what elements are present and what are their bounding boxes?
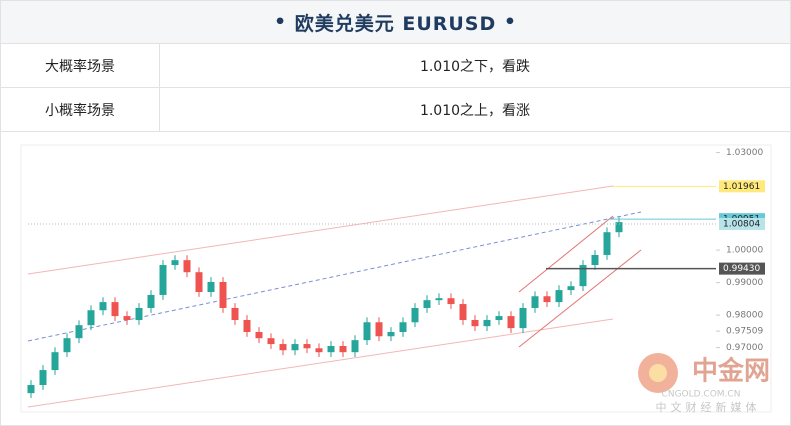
candle-body xyxy=(555,290,563,303)
candle-body xyxy=(591,254,599,266)
candle-body xyxy=(27,385,35,394)
candle-body xyxy=(531,296,539,308)
candle-body xyxy=(363,322,371,341)
logo xyxy=(649,364,667,382)
y-tick-label: 0.97509 xyxy=(726,327,763,337)
watermark-domain: CNGOLD.COM.CN xyxy=(662,390,741,400)
title: 欧美兑美元 EURUSD xyxy=(294,12,497,35)
candle-body xyxy=(507,316,515,329)
channel-line xyxy=(27,318,614,408)
y-tick-label: 0.99000 xyxy=(726,278,763,288)
candle-body xyxy=(303,344,311,349)
candle-body xyxy=(171,260,179,266)
level-tag xyxy=(719,180,765,193)
candle-body xyxy=(447,298,455,305)
candle-body xyxy=(243,319,251,333)
candle-body xyxy=(579,265,587,287)
cell: 1.010之下，看跌 xyxy=(419,58,531,75)
candle-body xyxy=(315,348,323,353)
candle-body xyxy=(615,222,623,233)
channel-line xyxy=(518,215,614,293)
candle-body xyxy=(327,346,335,353)
candle-body xyxy=(195,272,203,293)
channels xyxy=(27,185,642,408)
header: • 欧美兑美元 EURUSD • xyxy=(0,0,791,44)
chart: 1.03000 1.00000 0.99000 0.98000 0.97509 0.970… xyxy=(20,144,772,414)
candle-body xyxy=(459,304,467,320)
level-label: 0.99430 xyxy=(723,264,760,274)
candle-body xyxy=(123,316,131,320)
candle-body xyxy=(603,232,611,255)
candle-body xyxy=(159,265,167,295)
level-tag xyxy=(719,262,765,275)
candle-body xyxy=(435,298,443,301)
candle-body xyxy=(387,332,395,337)
cell: 大概率场景 xyxy=(1,44,160,87)
watermark: 中金网 CNGOLD.COM.CN 中文财经新媒体 xyxy=(638,353,770,414)
candle-body xyxy=(63,338,71,353)
candle-body xyxy=(375,322,383,337)
level-tag xyxy=(719,217,765,230)
level-label: 1.00804 xyxy=(723,219,760,229)
candle-body xyxy=(495,316,503,320)
candle-body xyxy=(471,319,479,327)
candle-body xyxy=(87,310,95,326)
candle-body xyxy=(111,302,119,317)
candle-body xyxy=(231,307,239,320)
y-tick-label: 0.97000 xyxy=(726,343,763,353)
candle-body xyxy=(543,296,551,303)
candle-body xyxy=(279,344,287,351)
candle-body xyxy=(291,344,299,351)
candle-body xyxy=(423,300,431,308)
candle-body xyxy=(51,352,59,371)
table-row: 大概率场景 1.010之下，看跌 xyxy=(0,44,791,88)
candle-body xyxy=(99,302,107,311)
channel-line xyxy=(27,185,614,275)
candle-body xyxy=(399,322,407,333)
candle-body xyxy=(483,319,491,327)
watermark-brand: 中金网 xyxy=(692,356,770,387)
y-tick-label: 0.98000 xyxy=(726,311,763,321)
y-tick-label: 1.00000 xyxy=(726,246,763,256)
cell: 小概率场景 xyxy=(1,88,160,131)
candle-body xyxy=(135,307,143,320)
cell: 1.010之上，看涨 xyxy=(419,102,531,119)
candle-body xyxy=(351,340,359,353)
watermark-slogan: 中文财经新媒体 xyxy=(656,400,761,414)
chart-cell: 1.03000 1.00000 0.99000 0.98000 0.97509 0.970… xyxy=(0,132,791,426)
candle-body xyxy=(39,370,47,386)
candle-body xyxy=(207,281,215,293)
candle-body xyxy=(519,307,527,329)
bullet: • xyxy=(273,11,295,33)
candle-body xyxy=(255,332,263,339)
y-tick-label: 1.03000 xyxy=(726,148,763,158)
level-label: 1.01961 xyxy=(723,182,760,192)
candle-body xyxy=(219,281,227,308)
candle-body xyxy=(339,346,347,353)
table-row: 小概率场景 1.010之上，看涨 xyxy=(0,88,791,132)
candle-body xyxy=(75,325,83,339)
candle-body xyxy=(567,286,575,291)
candle-body xyxy=(267,338,275,345)
candle-body xyxy=(411,307,419,323)
candle-body xyxy=(183,260,191,273)
bullet: • xyxy=(496,11,518,33)
candle-body xyxy=(147,294,155,308)
channel-line xyxy=(518,249,642,348)
